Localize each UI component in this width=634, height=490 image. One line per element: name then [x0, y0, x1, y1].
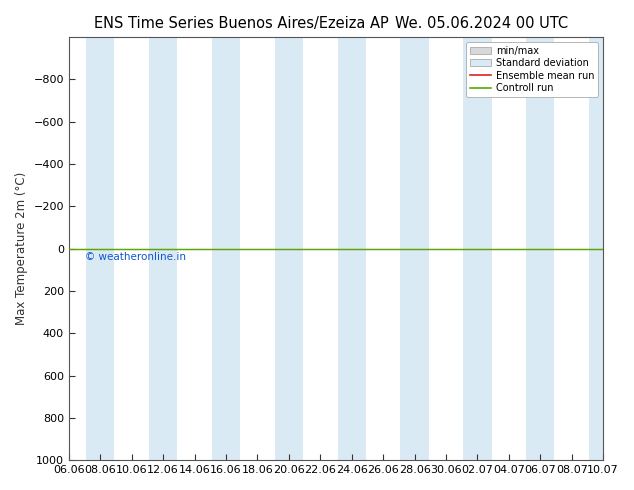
Text: ENS Time Series Buenos Aires/Ezeiza AP: ENS Time Series Buenos Aires/Ezeiza AP [94, 16, 388, 31]
Bar [337, 37, 366, 460]
Y-axis label: Max Temperature 2m (°C): Max Temperature 2m (°C) [15, 172, 28, 325]
Text: We. 05.06.2024 00 UTC: We. 05.06.2024 00 UTC [395, 16, 569, 31]
Bar [212, 37, 240, 460]
Bar [401, 37, 429, 460]
Bar [463, 37, 491, 460]
Bar [275, 37, 303, 460]
Legend: min/max, Standard deviation, Ensemble mean run, Controll run: min/max, Standard deviation, Ensemble me… [466, 42, 598, 97]
Bar [149, 37, 178, 460]
Text: © weatheronline.in: © weatheronline.in [84, 252, 186, 262]
Bar [526, 37, 554, 460]
Bar [86, 37, 115, 460]
Bar [589, 37, 618, 460]
